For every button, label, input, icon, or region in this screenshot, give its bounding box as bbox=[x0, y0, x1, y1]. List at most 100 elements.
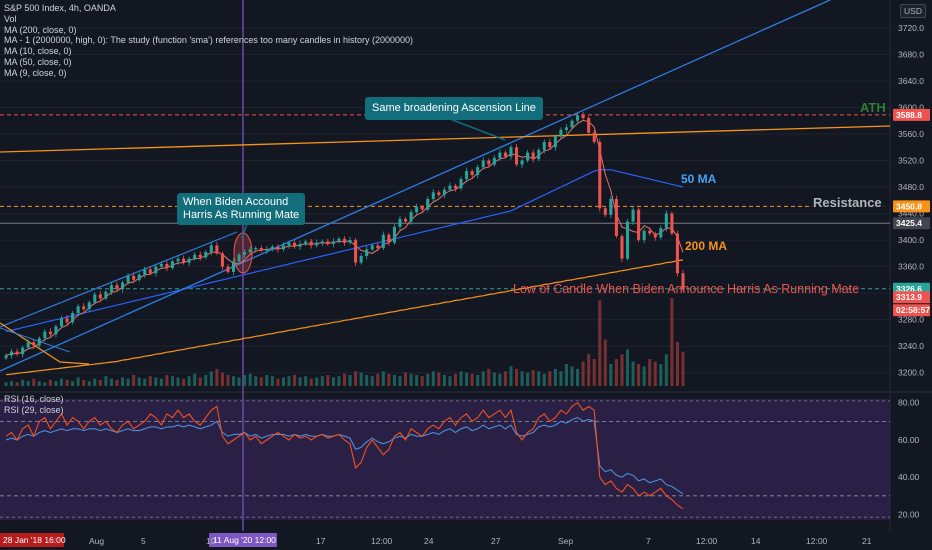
candle-body bbox=[26, 342, 30, 348]
volume-bar bbox=[437, 372, 441, 386]
candle-body bbox=[509, 147, 513, 157]
volume-bar bbox=[609, 364, 613, 386]
rsi16-line bbox=[5, 401, 684, 510]
price-tag-bg bbox=[893, 108, 930, 121]
callout-line-text: Same broadening Ascension Line bbox=[372, 102, 536, 114]
candle-body bbox=[359, 256, 363, 263]
currency-badge[interactable]: USD bbox=[900, 4, 926, 18]
price-tick-label: 3640.0 bbox=[898, 76, 924, 86]
candle-body bbox=[126, 275, 130, 283]
volume-bar bbox=[71, 381, 75, 386]
volume-bar bbox=[220, 372, 224, 386]
volume-bar bbox=[104, 376, 108, 386]
candle-body bbox=[415, 206, 419, 213]
volume-bar bbox=[520, 371, 524, 386]
volume-bar bbox=[481, 371, 485, 386]
legend-ma50[interactable]: MA (50, close, 0) bbox=[4, 56, 72, 67]
volume-bar bbox=[342, 373, 347, 386]
callout-broadening-line[interactable]: Same broadening Ascension Line bbox=[365, 97, 543, 120]
legend-ma200[interactable]: MA (200, close, 0) bbox=[4, 24, 77, 35]
volume-bar bbox=[431, 371, 435, 386]
volume-bar bbox=[503, 371, 507, 386]
candle-body bbox=[392, 226, 396, 243]
volume-bar bbox=[143, 378, 147, 386]
volume-bar bbox=[570, 366, 574, 386]
volume-bar bbox=[32, 378, 36, 386]
candle-body bbox=[4, 355, 8, 359]
volume-bar bbox=[159, 378, 163, 386]
volume-bar bbox=[293, 375, 297, 386]
candle-body bbox=[498, 152, 502, 158]
legend-volume[interactable]: Vol bbox=[4, 13, 17, 24]
volume-bar bbox=[137, 377, 141, 386]
volume-bar bbox=[526, 372, 530, 386]
resistance-label-bg bbox=[812, 194, 890, 210]
candle-body bbox=[342, 238, 347, 243]
time-tick-label: 12:00 bbox=[696, 536, 718, 546]
candle-body bbox=[176, 258, 180, 262]
volume-bar bbox=[182, 378, 186, 386]
legend-ma-error[interactable]: MA - 1 (2000000, high, 0): The study (fu… bbox=[4, 35, 413, 46]
callout-biden-harris[interactable]: When Biden Accound Harris As Running Mat… bbox=[177, 193, 306, 225]
candle-body bbox=[193, 254, 197, 259]
volume-bar bbox=[492, 372, 496, 386]
candle-body bbox=[387, 234, 391, 243]
volume-bar bbox=[109, 378, 113, 386]
highlight-ellipse bbox=[233, 232, 253, 274]
time-tick-label: 10 bbox=[206, 536, 216, 546]
candle-body bbox=[248, 249, 252, 253]
candle-body bbox=[293, 242, 297, 247]
legend-rsi16[interactable]: RSI (16, close) bbox=[4, 394, 64, 404]
candle-body bbox=[354, 240, 358, 263]
candle-body bbox=[409, 212, 413, 222]
candle-body bbox=[526, 152, 530, 161]
volume-bar bbox=[598, 300, 602, 386]
price-tick-label: 3560.0 bbox=[898, 129, 924, 139]
candle-body bbox=[137, 274, 141, 280]
candle-body bbox=[376, 245, 380, 249]
volume-bar bbox=[265, 375, 269, 386]
candle-body bbox=[531, 152, 535, 160]
candle-body bbox=[37, 338, 41, 346]
volume-bar bbox=[564, 364, 568, 386]
candle-body bbox=[365, 249, 369, 257]
rsi-panel-background bbox=[0, 399, 890, 520]
candle-body bbox=[65, 318, 69, 323]
candle-body bbox=[642, 230, 646, 241]
candle-body bbox=[98, 294, 102, 299]
channel-upper-left bbox=[0, 231, 238, 328]
volume-bar bbox=[387, 373, 391, 386]
legend-rsi29[interactable]: RSI (29, close) bbox=[4, 404, 64, 415]
candle-body bbox=[675, 233, 679, 274]
candle-body bbox=[570, 120, 574, 128]
volume-bar bbox=[370, 376, 374, 386]
volume-bar bbox=[93, 378, 97, 386]
price-tick-label: 3440.0 bbox=[898, 209, 924, 219]
volume-bar bbox=[226, 375, 230, 386]
legend-ma10[interactable]: MA (10, close, 0) bbox=[4, 46, 72, 57]
volume-bar bbox=[237, 377, 241, 386]
volume-bar bbox=[337, 376, 341, 386]
volume-bar bbox=[592, 359, 596, 386]
legend-ma9[interactable]: MA (9, close, 0) bbox=[4, 67, 67, 78]
volume-bar bbox=[287, 376, 291, 386]
symbol-title[interactable]: S&P 500 Index, 4h, OANDA bbox=[4, 3, 116, 13]
volume-bar bbox=[132, 375, 136, 386]
candle-body bbox=[670, 213, 674, 234]
volume-bar bbox=[54, 381, 58, 386]
price-tag-bg bbox=[893, 217, 930, 230]
volume-bar bbox=[176, 377, 180, 386]
volume-bar bbox=[281, 377, 285, 386]
volume-bar bbox=[681, 351, 685, 386]
candle-body bbox=[620, 236, 624, 259]
volume-bar bbox=[304, 376, 308, 386]
volume-bar bbox=[576, 368, 580, 386]
candle-body bbox=[170, 261, 175, 268]
price-tag-label: 3588.8 bbox=[896, 110, 922, 120]
volume-bar bbox=[398, 376, 402, 386]
candle-body bbox=[104, 291, 108, 299]
volume-bar bbox=[82, 379, 86, 386]
candle-body bbox=[442, 189, 446, 195]
